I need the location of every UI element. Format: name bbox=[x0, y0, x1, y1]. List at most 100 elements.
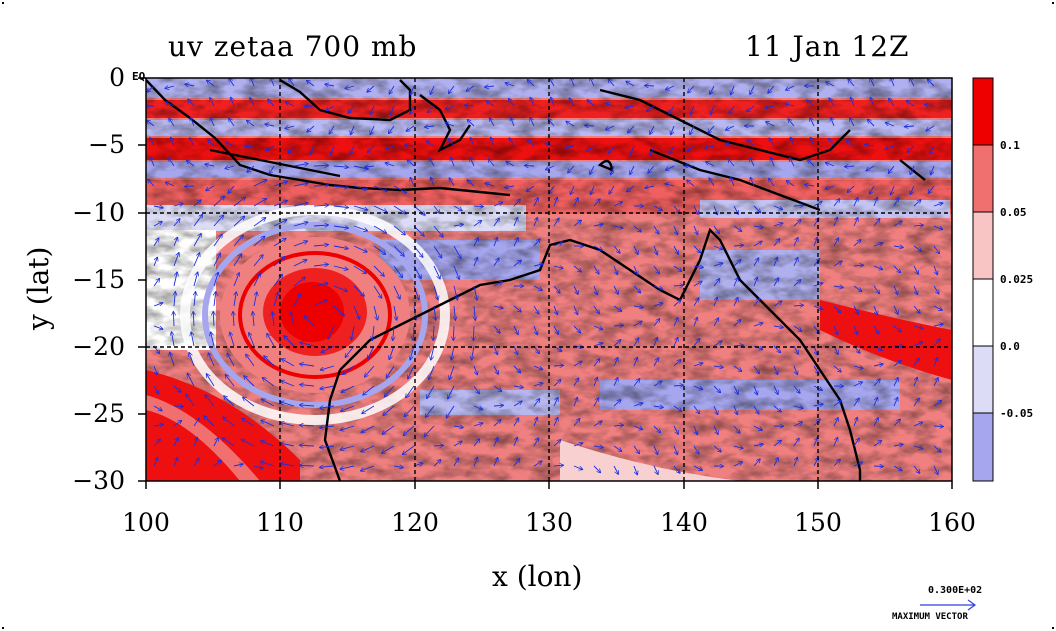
wind-vector bbox=[653, 265, 659, 273]
wind-vector bbox=[573, 305, 578, 314]
wind-vector bbox=[591, 185, 595, 194]
wind-vector bbox=[633, 445, 639, 453]
wind-vector bbox=[446, 405, 455, 418]
wind-vector bbox=[233, 312, 234, 327]
wind-vector bbox=[493, 202, 502, 207]
wind-vector bbox=[833, 401, 841, 407]
wind-vector bbox=[613, 358, 618, 367]
wind-vector bbox=[913, 422, 922, 427]
wind-vector bbox=[153, 424, 163, 426]
wind-vector bbox=[393, 225, 405, 235]
wind-vector bbox=[186, 394, 195, 407]
wind-vector bbox=[293, 241, 307, 247]
wind-vector bbox=[713, 279, 720, 287]
wind-vector bbox=[905, 126, 915, 127]
wind-vector bbox=[433, 265, 440, 279]
wind-vector bbox=[893, 305, 898, 314]
wind-vector bbox=[272, 312, 274, 327]
wind-vector bbox=[833, 238, 838, 247]
wind-vector bbox=[293, 222, 308, 227]
wind-vector bbox=[673, 300, 681, 307]
wind-vector bbox=[513, 199, 520, 207]
wind-vector bbox=[269, 165, 275, 174]
wind-vector bbox=[173, 253, 179, 267]
wind-vector bbox=[431, 178, 435, 187]
wind-vector bbox=[273, 275, 282, 287]
wind-vector bbox=[453, 441, 462, 447]
wind-vector bbox=[913, 326, 923, 328]
wind-vector bbox=[333, 206, 348, 208]
wind-vector bbox=[633, 321, 642, 327]
wind-vector bbox=[708, 125, 715, 133]
wind-vector bbox=[473, 365, 477, 374]
wind-vector bbox=[446, 123, 455, 127]
wind-vector bbox=[193, 312, 194, 327]
wind-vector bbox=[410, 345, 415, 360]
wind-vector bbox=[151, 158, 155, 167]
wind-vector bbox=[403, 445, 415, 454]
wind-vector bbox=[261, 441, 275, 447]
wind-vector bbox=[153, 206, 163, 208]
wind-vector bbox=[342, 385, 355, 392]
wind-vector bbox=[229, 79, 235, 87]
wind-vector bbox=[213, 235, 222, 247]
wind-vector bbox=[313, 185, 328, 186]
wind-vector bbox=[910, 78, 915, 87]
wind-vector bbox=[233, 235, 243, 247]
wind-vector bbox=[793, 238, 798, 247]
wind-vector bbox=[313, 245, 328, 246]
wind-vector bbox=[513, 418, 519, 427]
wind-vector bbox=[188, 99, 195, 107]
wind-vector bbox=[753, 405, 759, 414]
wind-vector bbox=[933, 203, 943, 207]
wind-vector bbox=[593, 245, 602, 250]
wind-vector bbox=[485, 183, 495, 186]
wind-vector bbox=[408, 160, 415, 167]
wind-vector bbox=[207, 81, 215, 87]
wind-vector bbox=[813, 404, 823, 406]
tick-marks bbox=[138, 77, 953, 489]
wind-vector bbox=[533, 399, 540, 407]
coastlines bbox=[146, 78, 926, 481]
wind-vector bbox=[310, 145, 315, 154]
wind-vector bbox=[373, 205, 387, 212]
wind-vector bbox=[373, 265, 384, 276]
wind-vector bbox=[853, 240, 861, 247]
wind-vector bbox=[453, 285, 457, 300]
wind-vector bbox=[453, 265, 459, 279]
wind-vector bbox=[391, 105, 395, 114]
wind-vector bbox=[593, 446, 603, 447]
wind-vector bbox=[368, 345, 375, 359]
wind-vector bbox=[613, 265, 617, 274]
wind-vector bbox=[266, 145, 275, 150]
wind-vector bbox=[333, 166, 348, 167]
x-axis-title: x (lon) bbox=[492, 560, 583, 593]
y-tick-label: −10 bbox=[72, 198, 125, 227]
wind-vector bbox=[593, 305, 599, 313]
wind-vector bbox=[509, 99, 515, 107]
wind-vector bbox=[172, 332, 175, 347]
wind-vector bbox=[826, 163, 835, 167]
wind-vector bbox=[267, 334, 275, 347]
wind-vector bbox=[687, 180, 695, 187]
wind-vector bbox=[511, 118, 515, 127]
wind-vector bbox=[211, 118, 215, 127]
wind-vector bbox=[886, 146, 895, 149]
wind-vector bbox=[147, 121, 155, 127]
wind-vector bbox=[433, 460, 441, 467]
wind-vector bbox=[633, 306, 643, 307]
wind-vector bbox=[733, 385, 738, 394]
wind-vector bbox=[405, 405, 415, 416]
wind-vector bbox=[193, 458, 199, 467]
wind-vector bbox=[188, 374, 195, 387]
wind-vector bbox=[587, 100, 595, 107]
wind-vector bbox=[893, 398, 898, 407]
wind-vector bbox=[733, 278, 738, 287]
wind-vector bbox=[571, 78, 575, 87]
wind-vector bbox=[886, 123, 895, 127]
wind-vector bbox=[363, 385, 375, 395]
wind-vector bbox=[673, 445, 677, 454]
wind-vector bbox=[773, 258, 777, 267]
wind-vector bbox=[473, 405, 482, 409]
wind-vector bbox=[533, 383, 543, 386]
